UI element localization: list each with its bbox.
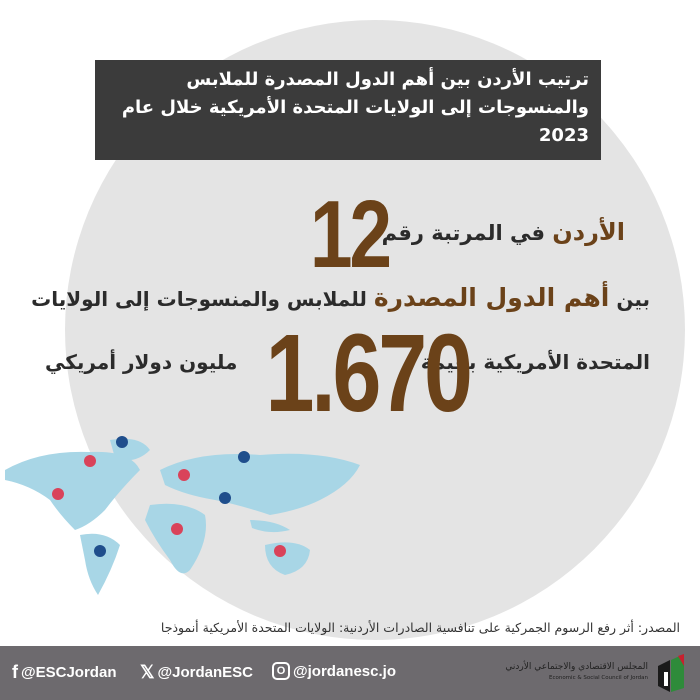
australia [265, 542, 310, 575]
page-title: ترتيب الأردن بين أهم الدول المصدرة للملا… [121, 69, 589, 146]
pin-icon [84, 455, 96, 467]
pin-icon [94, 545, 106, 557]
instagram-link[interactable]: O @jordanesc.jo [272, 662, 396, 680]
pin-icon [219, 492, 231, 504]
instagram-icon: O [272, 662, 290, 680]
line2-suffix: للملابس والمنسوجات إلى الولايات [31, 287, 367, 311]
facebook-handle: @ESCJordan [21, 664, 117, 681]
pin-icon [116, 436, 128, 448]
pin-icon [178, 469, 190, 481]
line3-prefix: المتحدة الأمريكية بقيمة [420, 350, 650, 374]
rank-country: الأردن [552, 218, 625, 246]
europe-asia [160, 453, 360, 515]
line3-suffix: مليون دولار أمريكي [45, 350, 238, 374]
rank-number: 12 [309, 181, 392, 288]
instagram-handle: @jordanesc.jo [293, 662, 396, 680]
world-map [5, 436, 360, 595]
x-link[interactable]: 𝕏 @JordanESC [140, 662, 253, 683]
source-note: المصدر: أثر رفع الرسوم الجمركية على تناف… [160, 620, 680, 635]
line2-highlight: أهم الدول المصدرة [373, 283, 610, 312]
pin-icon [171, 523, 183, 535]
southeast-asia [250, 520, 290, 533]
map-pins [52, 436, 286, 557]
africa [145, 503, 206, 574]
title-box: ترتيب الأردن بين أهم الدول المصدرة للملا… [95, 60, 601, 160]
value-number: 1.670 [265, 312, 473, 435]
pin-icon [52, 488, 64, 500]
pin-icon [238, 451, 250, 463]
south-america [80, 533, 120, 595]
greenland [110, 438, 150, 461]
rank-line: الأردن في المرتبة رقم [382, 218, 625, 246]
rank-text: في المرتبة رقم [381, 221, 545, 245]
esc-logo-icon [658, 654, 684, 692]
exporters-line: بين أهم الدول المصدرة للملابس والمنسوجات… [31, 283, 650, 312]
facebook-link[interactable]: f @ESCJordan [12, 662, 116, 683]
x-icon: 𝕏 [140, 662, 155, 682]
esc-logo: المجلس الاقتصادي والاجتماعي الأردني Econo… [505, 652, 688, 694]
line2-prefix: بين [616, 287, 650, 311]
x-handle: @JordanESC [157, 664, 253, 681]
footer: f @ESCJordan 𝕏 @JordanESC O @jordanesc.jo ا… [0, 646, 700, 700]
logo-arabic: المجلس الاقتصادي والاجتماعي الأردني [505, 662, 648, 672]
logo-english: Economic & Social Council of Jordan [548, 675, 648, 681]
north-america [5, 451, 140, 530]
pin-icon [274, 545, 286, 557]
facebook-icon: f [12, 662, 18, 682]
